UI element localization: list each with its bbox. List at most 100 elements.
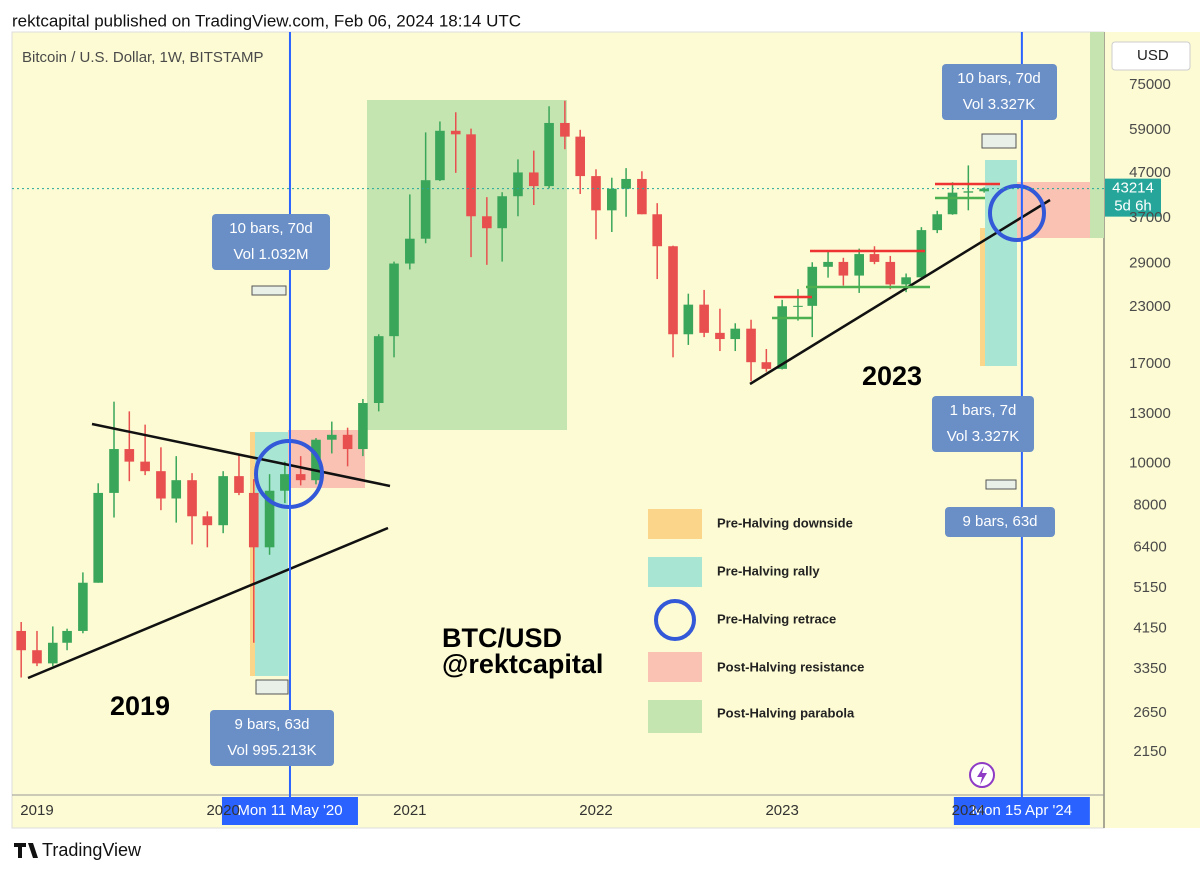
candle-body bbox=[560, 122, 570, 137]
candle-body bbox=[140, 461, 150, 472]
candle-body bbox=[264, 490, 275, 548]
y-tick-label: 4150 bbox=[1133, 620, 1166, 637]
x-tick-label: 2024 bbox=[952, 802, 985, 819]
price-axis-area bbox=[1104, 32, 1200, 828]
candle-body bbox=[389, 263, 399, 337]
candle-body bbox=[47, 642, 58, 664]
currency-button[interactable] bbox=[1111, 41, 1191, 71]
candle-body bbox=[248, 492, 259, 548]
legend-label: Post-Halving resistance bbox=[717, 659, 864, 674]
candle-body bbox=[979, 188, 989, 192]
candles bbox=[16, 100, 989, 678]
rally-zone bbox=[255, 432, 288, 676]
candle-body bbox=[652, 214, 663, 247]
candle-body bbox=[435, 130, 445, 181]
crosshair-label: Mon 11 May '20 bbox=[237, 802, 342, 819]
candle-body bbox=[78, 582, 88, 631]
annotation: BTC/USD bbox=[442, 623, 562, 653]
legend-label: Pre-Halving retrace bbox=[717, 611, 836, 626]
crosshair-label: Mon 15 Apr '24 bbox=[972, 802, 1072, 819]
y-tick-label: 5150 bbox=[1133, 579, 1166, 596]
y-tick-label: 23000 bbox=[1129, 298, 1171, 315]
crosshair-label-box bbox=[221, 797, 358, 825]
measure-box: 9 bars, 63d Vol 995.213K bbox=[210, 710, 334, 766]
candle-body bbox=[761, 362, 772, 369]
y-tick-label: 3350 bbox=[1133, 660, 1166, 677]
candle-body bbox=[16, 630, 26, 651]
candle-body bbox=[823, 261, 833, 267]
measure-box: 1 bars, 7d Vol 3.327K bbox=[932, 396, 1034, 452]
candle-body bbox=[668, 246, 678, 335]
range-glyphs bbox=[251, 133, 1017, 695]
measure-box: 9 bars, 63d bbox=[945, 507, 1055, 537]
x-tick-label: 2022 bbox=[579, 802, 612, 819]
measure-volume: Vol 3.327K bbox=[963, 96, 1036, 113]
candle-body bbox=[746, 328, 756, 363]
legend-swatch bbox=[648, 509, 702, 539]
legend-label: Post-Halving parabola bbox=[717, 705, 855, 720]
y-tick-label: 37000 bbox=[1129, 209, 1171, 226]
y-tick-label: 75000 bbox=[1129, 76, 1171, 93]
candle-body bbox=[885, 261, 896, 285]
x-tick-label: 2021 bbox=[393, 802, 426, 819]
candle-body bbox=[513, 172, 523, 197]
candle-body bbox=[621, 178, 631, 189]
y-tick-label: 47000 bbox=[1129, 164, 1171, 181]
candle-body bbox=[482, 216, 492, 229]
crosshair-label-box bbox=[953, 797, 1090, 825]
candle-body bbox=[963, 191, 974, 193]
logo bbox=[14, 843, 38, 858]
candle-body bbox=[311, 439, 321, 481]
legend-label: Pre-Halving rally bbox=[717, 563, 820, 578]
publisher: rektcapital published on TradingView.com… bbox=[12, 11, 521, 30]
legend-swatch bbox=[648, 652, 702, 682]
resistance-zone bbox=[1017, 182, 1090, 238]
candle-body bbox=[715, 332, 725, 340]
level-lines bbox=[772, 182, 1000, 320]
currency[interactable]: USD bbox=[1137, 47, 1169, 64]
measure-bars: 10 bars, 70d bbox=[229, 220, 312, 237]
x-tick-label: 2023 bbox=[765, 802, 798, 819]
candle-body bbox=[932, 214, 943, 231]
downside-zone bbox=[980, 228, 985, 366]
candle-body bbox=[497, 196, 507, 229]
candle-body bbox=[450, 130, 461, 135]
candle-body bbox=[234, 476, 244, 493]
brand: TradingView bbox=[42, 840, 142, 860]
y-tick-label: 10000 bbox=[1129, 454, 1171, 471]
legend-swatch bbox=[654, 599, 696, 641]
legend-swatch bbox=[648, 557, 702, 587]
event-icon-bolt bbox=[977, 766, 987, 785]
candle-body bbox=[420, 180, 431, 239]
candle-body bbox=[124, 449, 135, 462]
candle-body bbox=[93, 492, 104, 583]
downside-zone bbox=[250, 432, 255, 676]
measure-bars: 10 bars, 70d bbox=[957, 70, 1040, 87]
rally-zone bbox=[985, 160, 1017, 366]
candle-body bbox=[637, 178, 647, 215]
countdown: 5d 6h bbox=[1114, 198, 1152, 215]
annotation: 2023 bbox=[862, 361, 922, 391]
candle-body bbox=[544, 122, 554, 187]
candle-body bbox=[838, 261, 849, 276]
candle-body bbox=[202, 516, 213, 526]
annotation: @rektcapital bbox=[442, 649, 603, 679]
candle-body bbox=[171, 480, 182, 499]
y-tick-label: 8000 bbox=[1133, 496, 1166, 513]
candle-body bbox=[947, 192, 958, 215]
measure-volume: Vol 3.327K bbox=[947, 428, 1020, 445]
candle-body bbox=[793, 305, 803, 307]
y-tick-label: 2150 bbox=[1133, 743, 1166, 760]
candle-body bbox=[869, 254, 880, 262]
candle-body bbox=[373, 336, 384, 404]
retrace-circle bbox=[988, 184, 1046, 242]
x-tick-label: 2019 bbox=[20, 802, 53, 819]
candle-body bbox=[342, 434, 353, 450]
measure-box: 10 bars, 70d Vol 3.327K bbox=[942, 64, 1057, 120]
y-tick-label: 2650 bbox=[1133, 704, 1166, 721]
candle-body bbox=[528, 172, 539, 187]
trend-lines bbox=[27, 198, 1051, 680]
candle-body bbox=[607, 188, 617, 211]
candle-body bbox=[466, 134, 476, 217]
